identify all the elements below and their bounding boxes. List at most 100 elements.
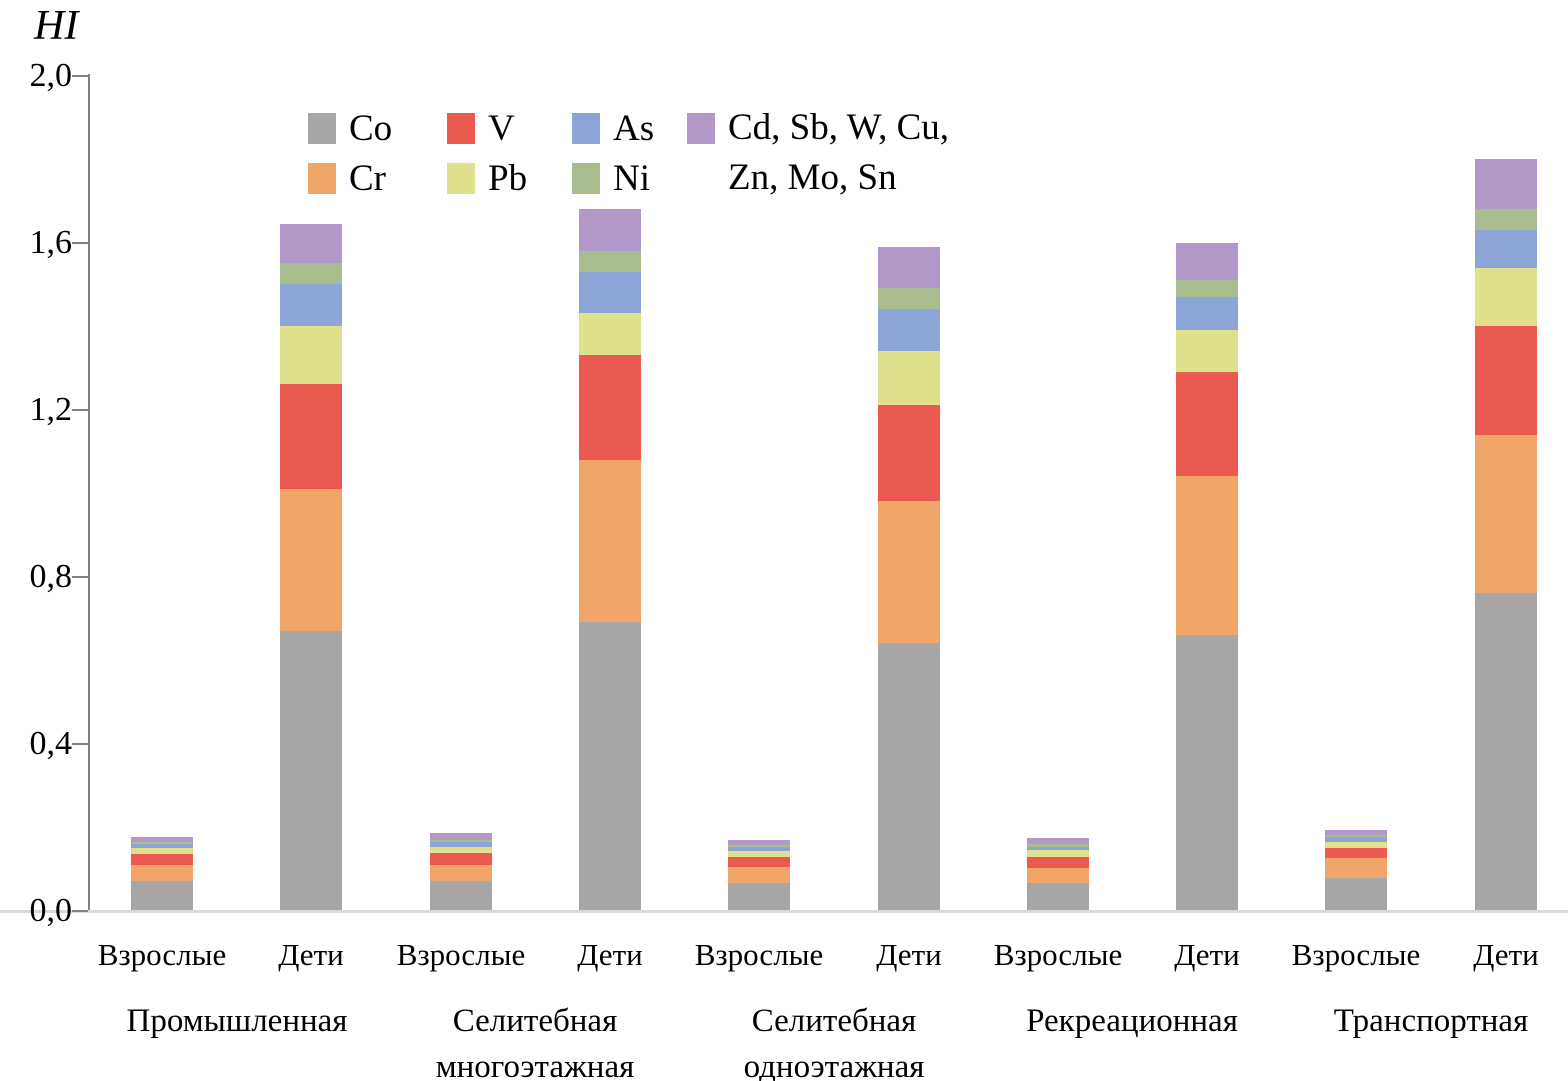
- y-axis-title: HI: [34, 3, 79, 49]
- y-tick-1,6: [72, 241, 88, 244]
- y-tick-0,0: [72, 909, 88, 912]
- x-category-label-Взрослые: Взрослые: [396, 937, 526, 972]
- bar-segment-v-Селитебная-многоэтажная-Взрослые: [430, 852, 492, 865]
- legend-swatch-v: [447, 112, 475, 144]
- bar-segment-ni-Транспортная-Дети: [1475, 209, 1537, 230]
- bar-segment-v-Селитебная-многоэтажная-Дети: [579, 355, 641, 460]
- group-label-line: Транспортная: [1333, 1003, 1529, 1039]
- bar-segment-cr-Селитебная-многоэтажная-Взрослые: [430, 864, 492, 882]
- bar-segment-co-Промышленная-Взрослые: [131, 881, 193, 911]
- y-tick-label-1,6: 1,6: [29, 223, 73, 261]
- x-category-label-Взрослые: Взрослые: [97, 937, 227, 972]
- group-label-Промышленная: Промышленная: [57, 998, 417, 1044]
- bar-segment-as-Селитебная-многоэтажная-Дети: [579, 271, 641, 314]
- bar-segment-cr-Рекреационная-Дети: [1176, 476, 1238, 635]
- legend-swatch-co: [308, 112, 336, 144]
- bar-segment-as-Транспортная-Дети: [1475, 229, 1537, 268]
- bar-segment-other-Промышленная-Дети: [280, 223, 342, 264]
- bar-segment-co-Транспортная-Дети: [1475, 593, 1537, 911]
- y-tick-label-0,0: 0,0: [29, 891, 73, 929]
- x-category-label-Дети: Дети: [1473, 937, 1539, 972]
- legend-item-co: Co: [308, 103, 392, 153]
- bar-segment-ni-Рекреационная-Дети: [1176, 280, 1238, 297]
- legend-item-as: As: [572, 103, 654, 153]
- bar-segment-co-Рекреационная-Взрослые: [1027, 882, 1089, 911]
- bar-segment-other-Транспортная-Дети: [1475, 159, 1537, 210]
- legend-label-v: V: [488, 107, 515, 149]
- legend-label-co: Co: [349, 107, 393, 149]
- bar-segment-co-Транспортная-Взрослые: [1325, 878, 1387, 911]
- bar-segment-pb-Рекреационная-Взрослые: [1027, 850, 1089, 858]
- bar-segment-pb-Селитебная-многоэтажная-Дети: [579, 313, 641, 356]
- group-label-line: одноэтажная: [743, 1049, 925, 1081]
- x-category-label-Взрослые: Взрослые: [1291, 937, 1421, 972]
- y-tick-label-2,0: 2,0: [29, 56, 73, 94]
- x-category-label-Дети: Дети: [1174, 937, 1240, 972]
- group-label-line: многоэтажная: [435, 1049, 635, 1081]
- bar-segment-co-Промышленная-Дети: [280, 630, 342, 911]
- legend-label-as: As: [613, 107, 655, 149]
- x-category-label-Взрослые: Взрослые: [993, 937, 1123, 972]
- bar-segment-v-Рекреационная-Дети: [1176, 371, 1238, 477]
- legend-label-ni: Ni: [613, 157, 650, 199]
- bar-segment-other-Транспортная-Взрослые: [1325, 829, 1387, 835]
- x-category-label-Дети: Дети: [577, 937, 643, 972]
- bar-segment-other-Селитебная-одноэтажная-Дети: [878, 246, 940, 289]
- bar-segment-ni-Рекреационная-Взрослые: [1027, 844, 1089, 847]
- bar-segment-other-Селитебная-одноэтажная-Взрослые: [728, 839, 790, 845]
- bar-segment-v-Транспортная-Взрослые: [1325, 848, 1387, 859]
- y-axis-line: [88, 74, 90, 912]
- group-label-line: Промышленная: [126, 1003, 348, 1039]
- legend-column-1: Co Cr: [308, 103, 392, 203]
- legend-item-ni: Ni: [572, 153, 654, 203]
- legend-column-3: As Ni: [572, 103, 654, 203]
- legend-column-2: V Pb: [447, 103, 527, 203]
- bar-segment-co-Рекреационная-Дети: [1176, 634, 1238, 911]
- legend-swatch-as: [572, 112, 600, 144]
- chart-legend: Co Cr V Pb As Ni: [0, 0, 1568, 210]
- bar-segment-pb-Рекреационная-Дети: [1176, 330, 1238, 372]
- bar-segment-other-Промышленная-Взрослые: [131, 837, 193, 842]
- bar-segment-v-Селитебная-одноэтажная-Взрослые: [728, 856, 790, 868]
- bar-segment-as-Селитебная-одноэтажная-Взрослые: [728, 846, 790, 851]
- legend-item-other-metals: Cd, Sb, W, Cu, Zn, Mo, Sn: [687, 103, 949, 203]
- y-tick-label-0,8: 0,8: [29, 557, 73, 595]
- legend-item-pb: Pb: [447, 153, 527, 203]
- bar-segment-v-Селитебная-одноэтажная-Дети: [878, 405, 940, 502]
- bar-segment-cr-Транспортная-Дети: [1475, 434, 1537, 594]
- bar-segment-ni-Селитебная-одноэтажная-Взрослые: [728, 844, 790, 847]
- legend-item-cr: Cr: [308, 153, 392, 203]
- bar-segment-other-Селитебная-многоэтажная-Дети: [579, 209, 641, 251]
- bar-segment-ni-Промышленная-Дети: [280, 263, 342, 285]
- bar-segment-v-Промышленная-Взрослые: [131, 854, 193, 865]
- bar-segment-pb-Транспортная-Дети: [1475, 267, 1537, 326]
- group-label-line: Селитебная: [751, 1003, 917, 1039]
- bar-segment-as-Рекреационная-Взрослые: [1027, 846, 1089, 851]
- bar-segment-cr-Промышленная-Дети: [280, 488, 342, 631]
- legend-swatch-other-metals: [687, 113, 715, 144]
- legend-swatch-ni: [572, 162, 600, 194]
- group-label-Рекреационная: Рекреационная: [952, 998, 1312, 1044]
- y-tick-2,0: [72, 74, 88, 77]
- bar-segment-co-Селитебная-одноэтажная-Взрослые: [728, 882, 790, 911]
- legend-column-4: Cd, Sb, W, Cu, Zn, Mo, Sn: [687, 103, 949, 203]
- bar-segment-ni-Промышленная-Взрослые: [131, 841, 193, 844]
- bar-segment-co-Селитебная-многоэтажная-Взрослые: [430, 881, 492, 911]
- bar-segment-as-Рекреационная-Дети: [1176, 296, 1238, 331]
- bar-segment-v-Промышленная-Дети: [280, 384, 342, 489]
- y-tick-label-0,4: 0,4: [29, 724, 73, 762]
- legend-label-pb: Pb: [488, 157, 528, 199]
- group-label-Транспортная: Транспортная: [1251, 998, 1568, 1044]
- bar-segment-cr-Селитебная-одноэтажная-Дети: [878, 501, 940, 644]
- y-tick-0,8: [72, 575, 88, 578]
- group-label-line: Селитебная: [452, 1003, 618, 1039]
- legend-swatch-pb: [447, 162, 475, 194]
- bar-segment-cr-Промышленная-Взрослые: [131, 864, 193, 882]
- bar-segment-as-Селитебная-многоэтажная-Взрослые: [430, 841, 492, 847]
- x-axis-baseline: [0, 910, 1568, 913]
- bar-segment-other-Рекреационная-Взрослые: [1027, 838, 1089, 845]
- bar-segment-pb-Селитебная-одноэтажная-Взрослые: [728, 850, 790, 857]
- bar-segment-as-Промышленная-Дети: [280, 284, 342, 326]
- bar-segment-co-Селитебная-многоэтажная-Дети: [579, 622, 641, 911]
